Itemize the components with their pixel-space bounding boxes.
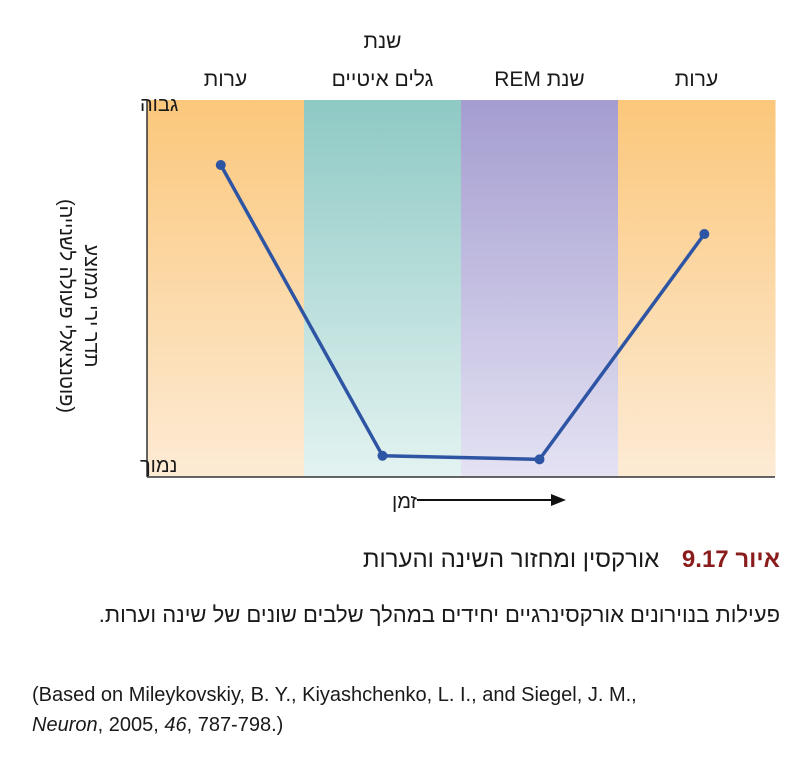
series-line	[219, 163, 707, 462]
stage-label-3: ערות	[675, 68, 718, 91]
y-tick-high: גבוה	[140, 94, 178, 116]
data-point-1	[377, 450, 388, 461]
source-year: , 2005,	[97, 714, 165, 736]
data-point-2	[534, 454, 545, 465]
stage-band-2	[461, 100, 619, 477]
y-tick-low: נמוך	[140, 455, 177, 477]
time-arrow	[417, 494, 566, 506]
source-journal: Neuron	[32, 714, 98, 736]
stage-band-3	[618, 100, 776, 477]
figure-label: איור	[735, 546, 780, 573]
stage-band-1	[304, 100, 462, 477]
series-points	[215, 160, 710, 465]
stage-band-0	[147, 100, 305, 477]
stage-label-1: גלים איטיים	[332, 68, 434, 91]
y-axis-sublabel: (פוטנציאלי פעולה לשנייה)	[55, 199, 77, 413]
stage-backgrounds	[147, 100, 776, 477]
figure-number: 9.17	[681, 546, 729, 573]
figure-title: אורקסין ומחזור השינה והערות	[362, 546, 660, 573]
y-axis-label: תדר ירי ממוצע	[80, 245, 102, 368]
source-volume: 46	[164, 714, 187, 736]
data-point-3	[699, 229, 710, 240]
stage-label-2: שנת REM	[494, 68, 585, 91]
data-point-0	[215, 160, 226, 170]
stage-label-0: ערות	[204, 68, 247, 91]
source-prefix: (Based on Mileykovskiy, B. Y., Kiyashche…	[32, 684, 637, 706]
stage-label-1: שנת	[363, 30, 401, 53]
figure-source: (Based on Mileykovskiy, B. Y., Kiyashche…	[32, 680, 792, 740]
x-axis-label: זמן	[392, 491, 418, 513]
figure-title-line: איור 9.17 אורקסין ומחזור השינה והערות	[20, 546, 780, 574]
figure-description: פעילות בנוירונים אורקסינרגיים יחידים במה…	[98, 602, 780, 627]
source-pages: , 787-798.)	[186, 714, 284, 736]
stage-labels: ערות שנת גלים איטיים שנת REM ערות	[204, 30, 718, 91]
